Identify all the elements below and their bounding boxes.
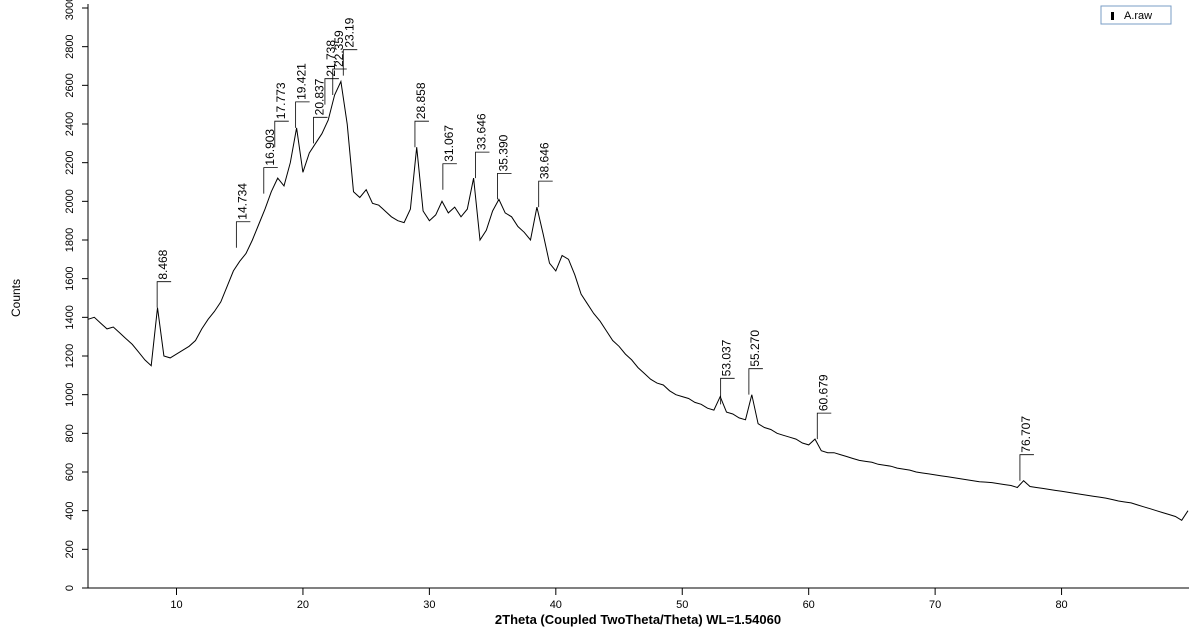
legend-swatch <box>1111 12 1114 20</box>
peak-label: 76.707 <box>1019 416 1033 453</box>
x-tick-label: 60 <box>803 599 815 611</box>
peak-label: 8.468 <box>156 249 170 279</box>
peak-label: 38.646 <box>538 142 552 179</box>
peak-leader <box>324 78 339 105</box>
y-tick-label: 2200 <box>64 150 76 174</box>
y-tick-label: 800 <box>64 424 76 442</box>
y-tick-label: 600 <box>64 463 76 481</box>
y-tick-label: 2800 <box>64 34 76 58</box>
peak-leader <box>274 120 289 148</box>
peak-leader <box>497 173 512 200</box>
y-tick-label: 400 <box>64 501 76 519</box>
peak-label: 17.773 <box>274 82 288 119</box>
peak-leader <box>295 101 310 128</box>
peak-leader <box>156 281 172 308</box>
y-tick-label: 0 <box>64 585 76 591</box>
data-line <box>87 79 1189 521</box>
peak-label: 16.903 <box>263 129 277 166</box>
peak-leader <box>313 116 328 144</box>
y-tick-label: 200 <box>64 540 76 558</box>
peak-leader <box>816 412 832 440</box>
y-tick-label: 1600 <box>64 266 76 290</box>
x-tick-label: 80 <box>1055 599 1067 611</box>
peak-label: 53.037 <box>720 339 734 376</box>
legend-label: A.raw <box>1124 10 1152 22</box>
x-tick-label: 10 <box>170 599 182 611</box>
peak-leader <box>720 377 735 405</box>
peak-label: 60.679 <box>816 374 830 411</box>
peak-leader <box>442 163 457 190</box>
peak-label: 14.734 <box>235 183 249 220</box>
x-tick-label: 70 <box>929 599 941 611</box>
peak-label: 19.421 <box>295 63 309 100</box>
peak-label: 33.646 <box>474 113 488 150</box>
x-tick-label: 30 <box>423 599 435 611</box>
y-tick-label: 2600 <box>64 73 76 97</box>
peak-leader <box>475 151 490 179</box>
x-tick-label: 20 <box>297 599 309 611</box>
peak-label: 20.837 <box>313 78 327 115</box>
y-tick-label: 1400 <box>64 305 76 329</box>
peak-label: 55.270 <box>748 330 762 367</box>
y-tick-label: 1200 <box>64 344 76 368</box>
peak-leader <box>332 68 347 95</box>
x-tick-label: 40 <box>550 599 562 611</box>
peak-label: 21.738 <box>324 40 338 77</box>
peak-label: 23.19 <box>342 17 356 47</box>
y-tick-label: 1800 <box>64 228 76 252</box>
x-tick-label: 50 <box>676 599 688 611</box>
y-tick-label: 2400 <box>64 112 76 136</box>
peak-label: 28.858 <box>414 82 428 119</box>
y-tick-label: 1000 <box>64 382 76 406</box>
peak-label: 35.390 <box>497 134 511 171</box>
peak-label: 22.359 <box>332 30 346 67</box>
peak-leader <box>342 49 358 76</box>
y-tick-label: 3000 <box>64 0 76 20</box>
peak-label: 31.067 <box>442 125 456 162</box>
peak-leader <box>414 120 429 148</box>
y-tick-label: 2000 <box>64 189 76 213</box>
peak-leader <box>1019 454 1034 481</box>
peak-leader <box>538 180 553 208</box>
legend-box <box>1100 5 1172 25</box>
x-axis-title: 2Theta (Coupled TwoTheta/Theta) WL=1.540… <box>495 612 781 627</box>
y-axis-title: Counts <box>9 279 23 317</box>
peak-leader <box>263 167 278 194</box>
peak-leader <box>235 221 251 248</box>
peak-leader <box>748 368 763 395</box>
